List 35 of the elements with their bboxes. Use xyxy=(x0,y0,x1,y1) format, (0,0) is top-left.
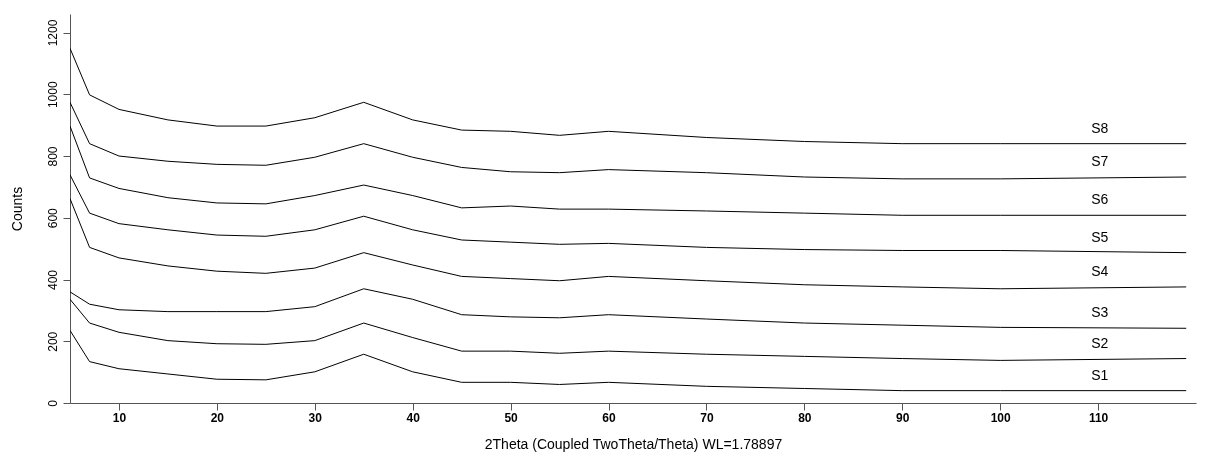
line-series xyxy=(70,288,1187,329)
x-tick-label: 100 xyxy=(990,410,1012,425)
y-tick-label: 800 xyxy=(45,146,60,167)
series-label: S7 xyxy=(1091,153,1109,170)
line-series xyxy=(70,101,1187,180)
series-label: S6 xyxy=(1091,191,1109,208)
x-tick-label: 80 xyxy=(798,410,812,425)
x-tick-label: 90 xyxy=(896,410,910,425)
y-tick-label: 400 xyxy=(45,269,60,291)
line-series xyxy=(70,329,1187,392)
x-tick-label: 40 xyxy=(406,410,421,425)
y-tick-label: 1000 xyxy=(45,81,60,109)
y-tick-label: 600 xyxy=(45,207,60,229)
x-axis-title: 2Theta (Coupled TwoTheta/Theta) WL=1.78897 xyxy=(484,435,783,452)
y-axis-title: Counts xyxy=(8,186,25,232)
x-tick-label: 10 xyxy=(112,410,127,425)
series-label: S8 xyxy=(1091,119,1109,136)
series-label: S2 xyxy=(1091,334,1109,351)
x-tick-label: 50 xyxy=(504,410,519,425)
line-series xyxy=(70,298,1187,361)
line-series xyxy=(70,47,1187,145)
series-label: S3 xyxy=(1091,304,1109,321)
x-tick-label: 20 xyxy=(210,410,225,425)
x-tick-label: 110 xyxy=(1088,410,1109,425)
series-label: S5 xyxy=(1091,228,1109,245)
y-tick-label: 1200 xyxy=(45,19,60,47)
x-tick-label: 30 xyxy=(308,410,323,425)
line-series xyxy=(70,174,1187,254)
series-label: S1 xyxy=(1091,366,1109,383)
line-series xyxy=(70,125,1187,216)
x-tick-label: 70 xyxy=(700,410,714,425)
x-tick-label: 60 xyxy=(602,410,617,425)
series-label: S4 xyxy=(1091,262,1109,279)
y-tick-label: 0 xyxy=(45,399,60,407)
y-tick-label: 200 xyxy=(45,331,60,352)
